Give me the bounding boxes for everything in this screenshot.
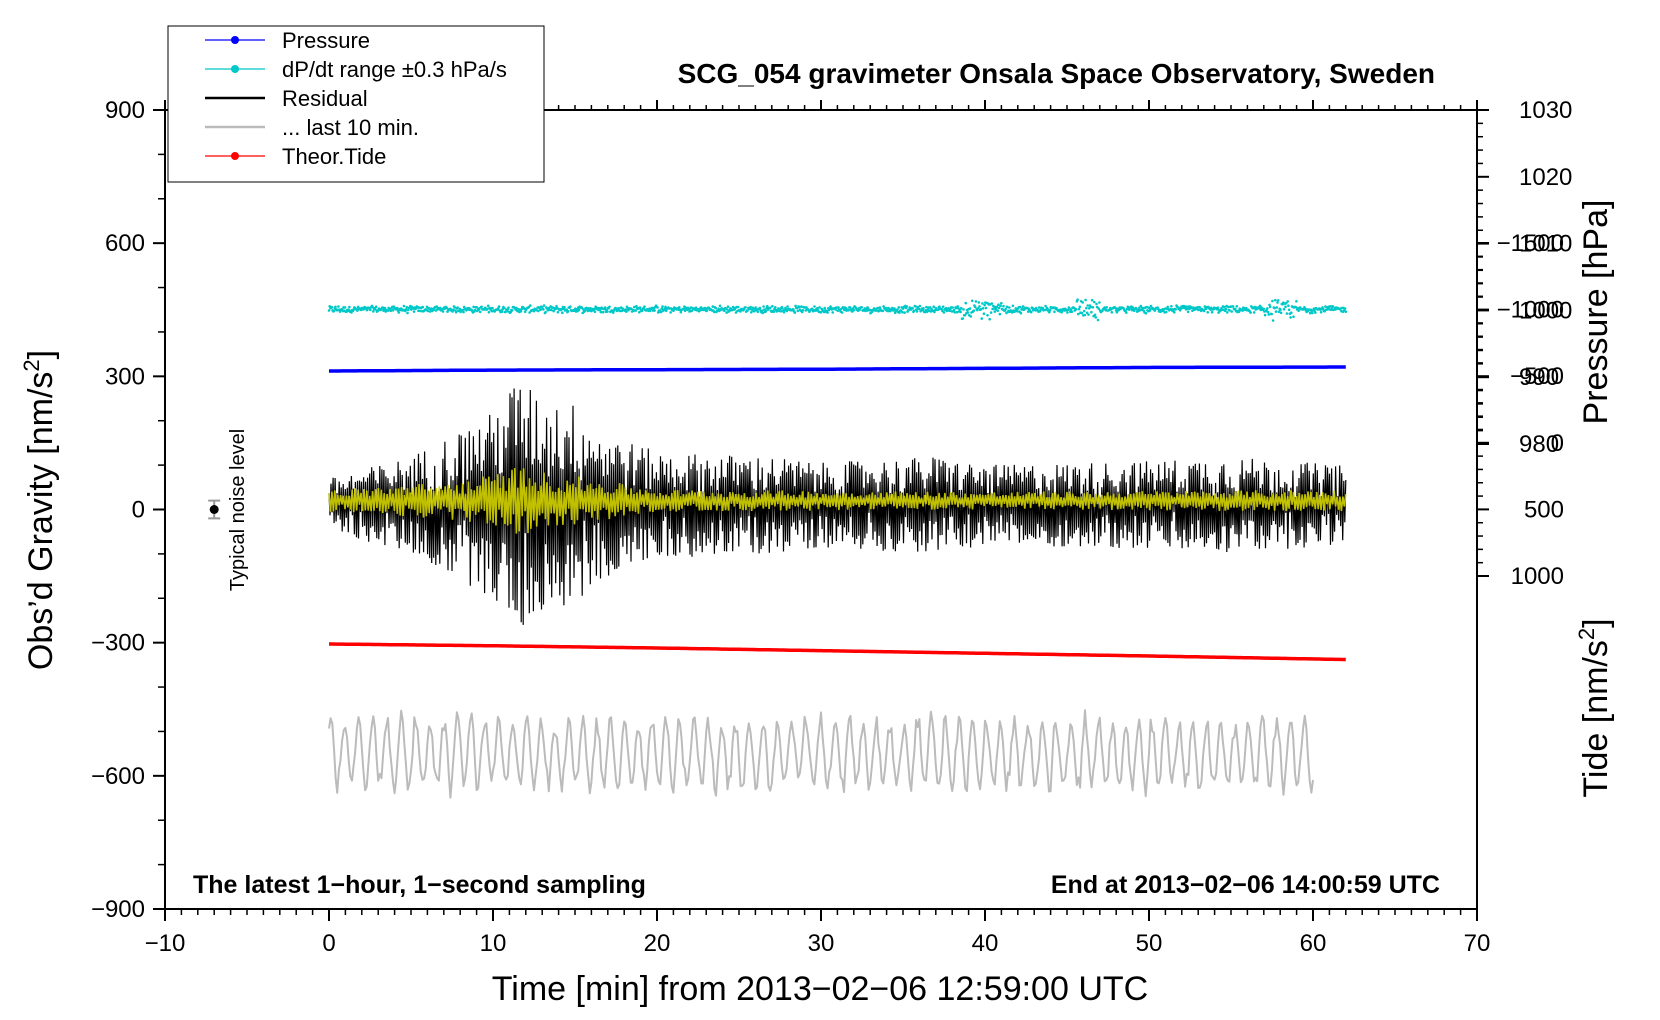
tide-tick-label: −500	[1510, 363, 1564, 390]
y-axis-left-label-text: Obs’d Gravity [nm/s	[22, 372, 60, 671]
noise-point	[209, 505, 219, 514]
pressure-tick-label: 1020	[1519, 164, 1572, 191]
x-tick-label: 0	[322, 930, 335, 957]
y-axis-tide-label-sup: 2	[1574, 628, 1599, 640]
y-axis-tide-label-text: Tide [nm/s	[1577, 640, 1615, 797]
data-layer	[327, 298, 1348, 799]
tide-tick-label: 1000	[1511, 563, 1564, 590]
pressure-tick-label: 1030	[1519, 97, 1572, 124]
legend-label: Theor.Tide	[282, 144, 386, 169]
legend-swatch-marker	[231, 152, 239, 160]
pressure-tick-label: 980	[1519, 431, 1559, 458]
y-tick-label-left: 0	[132, 497, 145, 524]
sampling-note: The latest 1−hour, 1−second sampling	[193, 871, 646, 899]
y-axis-left-label: Obs’d Gravity [nm/s2]	[19, 350, 60, 670]
chart-title: SCG_054 gravimeter Onsala Space Observat…	[678, 58, 1435, 89]
end-time-note: End at 2013−02−06 14:00:59 UTC	[1051, 871, 1440, 899]
x-tick-label: −10	[145, 930, 186, 957]
x-tick-label: 50	[1136, 930, 1163, 957]
y-axis-left-label-sup: 2	[19, 359, 44, 371]
y-axis-tide-label-close: ]	[1577, 618, 1615, 627]
x-axis-label: Time [min] from 2013−02−06 12:59:00 UTC	[492, 970, 1148, 1008]
tide-tick-label: −1000	[1497, 297, 1564, 324]
x-tick-label: 60	[1300, 930, 1327, 957]
tide-tick-label: 0	[1551, 430, 1564, 457]
legend-label: Pressure	[282, 28, 370, 53]
y-tick-label-left: 600	[105, 230, 145, 257]
pressure-tick-label: 1010	[1519, 231, 1572, 258]
noise-level-label: Typical noise level	[227, 429, 249, 591]
x-tick-label: 30	[808, 930, 835, 957]
legend-label: Residual	[282, 86, 368, 111]
residual-filtered-line	[328, 467, 1347, 534]
last-10-min-line	[328, 709, 1314, 799]
x-tick-label: 20	[644, 930, 671, 957]
y-tick-label-left: −600	[91, 763, 145, 790]
tide-tick-label: 500	[1524, 496, 1564, 523]
legend: Pressure dP/dt range ±0.3 hPa/s Residual..…	[167, 25, 545, 183]
y-tick-label-left: 900	[105, 97, 145, 124]
plot-frame	[164, 109, 1478, 910]
y-tick-label-left: 300	[105, 363, 145, 390]
x-tick-label: 40	[972, 930, 999, 957]
y-axis-left-label-close: ]	[22, 350, 60, 359]
noise-level-marker	[208, 499, 221, 520]
tide-tick-label: −1500	[1497, 230, 1564, 257]
y-axis-pressure-label: Pressure [hPa]	[1577, 200, 1615, 425]
legend-swatch-marker	[231, 36, 239, 44]
legend-label: dP/dt range ±0.3 hPa/s	[282, 57, 507, 82]
x-tick-label: 10	[480, 930, 507, 957]
legend-swatch-marker	[231, 65, 239, 73]
y-axis-tide-label: Tide [nm/s2]	[1574, 618, 1615, 797]
dpdt-points	[327, 298, 1348, 322]
legend-label: ... last 10 min.	[282, 115, 419, 140]
pressure-tick-label: 990	[1519, 364, 1559, 391]
y-tick-label-left: −900	[91, 896, 145, 923]
dpdt-series	[327, 298, 1348, 322]
pressure-tick-label: 1000	[1519, 297, 1572, 324]
tide-line	[329, 642, 1346, 662]
pressure-line	[329, 365, 1346, 373]
y-tick-label-left: −300	[91, 630, 145, 657]
x-tick-label: 70	[1464, 930, 1491, 957]
